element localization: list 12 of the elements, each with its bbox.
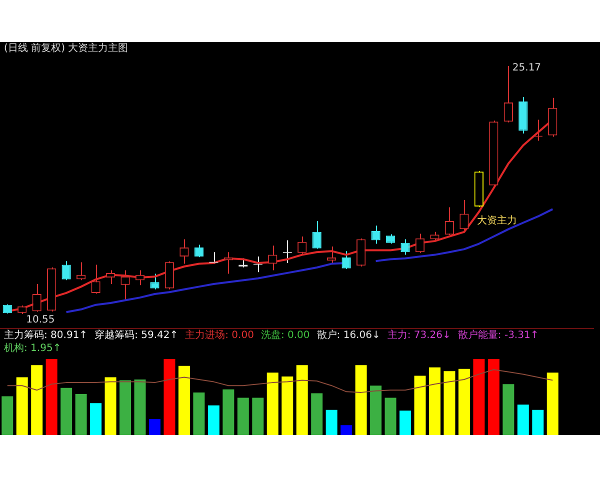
text: 散户能量: -3.31↑: [458, 329, 539, 342]
text: 洗盘: 0.00: [260, 329, 310, 342]
text: 穿越筹码: 59.42↑: [94, 329, 178, 342]
annotation: 25.17: [512, 62, 542, 74]
text: 散户: 16.06↓: [316, 329, 380, 342]
annotation: 大资主力: [476, 214, 517, 227]
text: 10.55: [26, 314, 55, 326]
chart-title: (日线 前复权) 大资主力主图: [3, 42, 130, 56]
text: 主力筹码: 80.91↑: [4, 329, 88, 342]
text: 机构: 1.95↑: [4, 342, 62, 355]
text: 主力: 73.26↓: [387, 329, 451, 342]
text: 主力进场: 0.00: [185, 329, 254, 342]
